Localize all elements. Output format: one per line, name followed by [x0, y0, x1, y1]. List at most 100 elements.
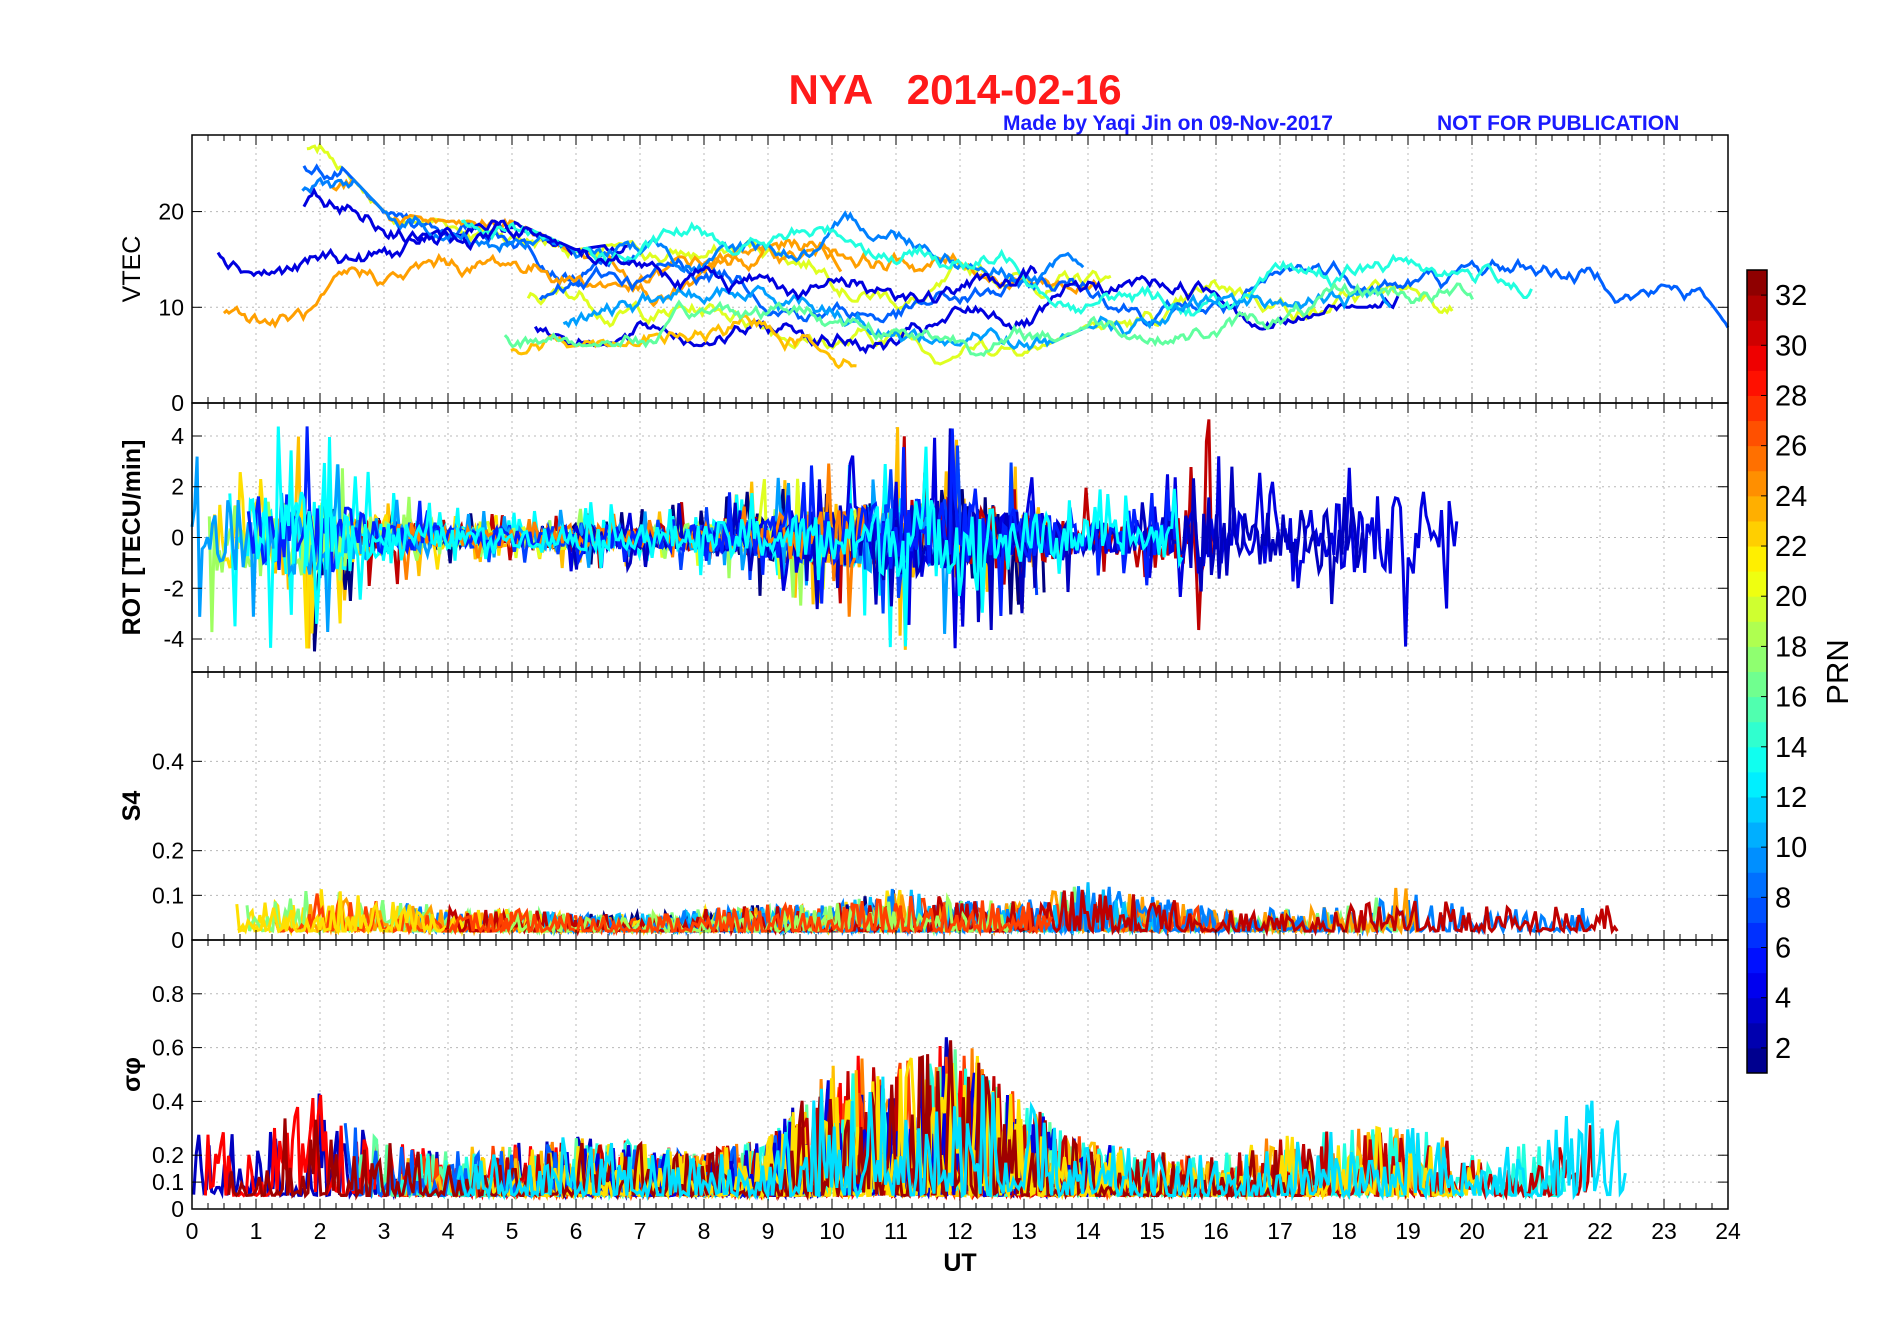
credit-text: Made by Yaqi Jin on 09-Nov-2017	[1003, 112, 1333, 135]
colorbar-swatch	[1747, 1022, 1767, 1049]
series-line	[461, 219, 1533, 318]
colorbar-frame	[1746, 269, 1768, 1074]
series-line	[302, 186, 1038, 304]
series-line	[510, 314, 857, 370]
colorbar-swatch	[1747, 370, 1767, 396]
panel-rot: -4 -2 0 2 4 ROT [TECU/min]	[118, 402, 1729, 673]
colorbar-swatch	[1747, 696, 1767, 723]
chart-title: NYA 2014-02-16	[788, 66, 1121, 113]
colorbar-swatch	[1747, 997, 1767, 1024]
y-axis-label: VTEC	[118, 236, 146, 303]
series-s4	[235, 882, 1619, 938]
colorbar-swatch	[1747, 520, 1767, 547]
colorbar-swatch	[1747, 546, 1767, 572]
colorbar-tick-label: 10	[1775, 832, 1807, 864]
x-tick-label: 17	[1267, 1218, 1293, 1244]
colorbar-swatch	[1747, 420, 1767, 447]
x-axis-label: UT	[943, 1249, 976, 1277]
y-tick-label: 0.1	[152, 1169, 184, 1195]
colorbar-swatch	[1747, 721, 1767, 748]
x-tick-label: 0	[186, 1218, 199, 1244]
x-tick-label: 18	[1331, 1218, 1357, 1244]
x-tick-label: 1	[250, 1218, 263, 1244]
x-tick-label: 22	[1587, 1218, 1613, 1244]
colorbar-swatch	[1747, 295, 1767, 321]
colorbar-tick-label: 6	[1775, 933, 1791, 965]
colorbar-tick-label: 30	[1775, 330, 1807, 362]
colorbar-tick-label: 24	[1775, 481, 1807, 513]
y-tick-label: 4	[171, 423, 184, 449]
colorbar-tick-label: 2	[1775, 1033, 1791, 1065]
x-tick-label: 16	[1203, 1218, 1229, 1244]
x-tick-label: 24	[1715, 1218, 1741, 1244]
colorbar-tick-label: 28	[1775, 380, 1807, 412]
colorbar-swatch	[1747, 320, 1767, 346]
x-tick-label: 23	[1651, 1218, 1677, 1244]
colorbar-swatch	[1747, 621, 1767, 647]
colorbar-swatch	[1747, 646, 1767, 672]
colorbar-swatch	[1747, 822, 1767, 848]
x-tick-label: 19	[1395, 1218, 1421, 1244]
series-line	[329, 178, 1098, 308]
series-line	[503, 281, 1474, 358]
series-line	[444, 895, 1053, 937]
y-tick-label: 0	[171, 927, 184, 953]
y-tick-label: 20	[158, 199, 184, 225]
x-tick-label: 10	[819, 1218, 845, 1244]
x-tick-label: 14	[1075, 1218, 1101, 1244]
series-line	[562, 284, 1392, 352]
y-tick-label: 0.4	[152, 748, 184, 774]
colorbar-swatch	[1747, 872, 1767, 898]
series-vtec	[216, 142, 1730, 370]
x-tick-label: 8	[698, 1218, 711, 1244]
y-tick-label: -2	[164, 575, 184, 601]
y-tick-label: 0.1	[152, 882, 184, 908]
x-tick-label: 21	[1523, 1218, 1549, 1244]
colorbar-tick-label: 32	[1775, 280, 1807, 312]
y-axis-label: σφ	[118, 1057, 146, 1092]
panel-s4: 0 0.1 0.2 0.4S4	[118, 671, 1729, 953]
y-tick-label: -4	[164, 626, 185, 652]
y-tick-label: 10	[158, 294, 184, 320]
x-tick-label: 11	[884, 1218, 908, 1244]
colorbar-swatch	[1747, 972, 1767, 999]
notice-text: NOT FOR PUBLICATION	[1437, 112, 1679, 135]
colorbar-swatch	[1747, 470, 1767, 497]
colorbar-swatch	[1747, 796, 1767, 823]
colorbar-label: PRN	[1820, 639, 1855, 704]
colorbar-tick-label: 18	[1775, 631, 1807, 663]
y-tick-label: 2	[171, 474, 184, 500]
colorbar-tick-label: 20	[1775, 581, 1807, 613]
series-line	[249, 426, 1184, 648]
colorbar-swatch	[1747, 897, 1767, 923]
x-tick-label: 20	[1459, 1218, 1485, 1244]
colorbar-tick-label: 4	[1775, 983, 1791, 1015]
x-tick-label: 13	[1011, 1218, 1037, 1244]
colorbar-swatch	[1747, 1047, 1767, 1074]
y-tick-label: 0	[171, 1196, 184, 1222]
colorbar-swatch	[1747, 847, 1767, 873]
colorbar-tick-label: 22	[1775, 531, 1807, 563]
y-axis-label: ROT [TECU/min]	[118, 440, 146, 636]
y-tick-label: 0.6	[152, 1035, 184, 1061]
colorbar-swatch	[1747, 947, 1767, 974]
colorbar-tick-label: 16	[1775, 682, 1807, 714]
y-tick-label: 0	[171, 525, 184, 551]
series-line	[306, 142, 1112, 312]
colorbar-swatch	[1747, 771, 1767, 798]
colorbar-swatch	[1747, 596, 1767, 622]
x-tick-label: 2	[314, 1218, 327, 1244]
x-tick-label: 5	[506, 1218, 519, 1244]
colorbar-swatch	[1747, 495, 1767, 522]
y-tick-label: 0	[171, 390, 184, 416]
panel-vtec: 0 10 20 VTEC	[118, 134, 1730, 416]
y-tick-label: 0.8	[152, 981, 184, 1007]
x-tick-label: 4	[442, 1218, 455, 1244]
y-tick-label: 0.2	[152, 1142, 184, 1168]
y-axis-label: S4	[118, 791, 146, 822]
y-tick-label: 0.4	[152, 1088, 184, 1114]
